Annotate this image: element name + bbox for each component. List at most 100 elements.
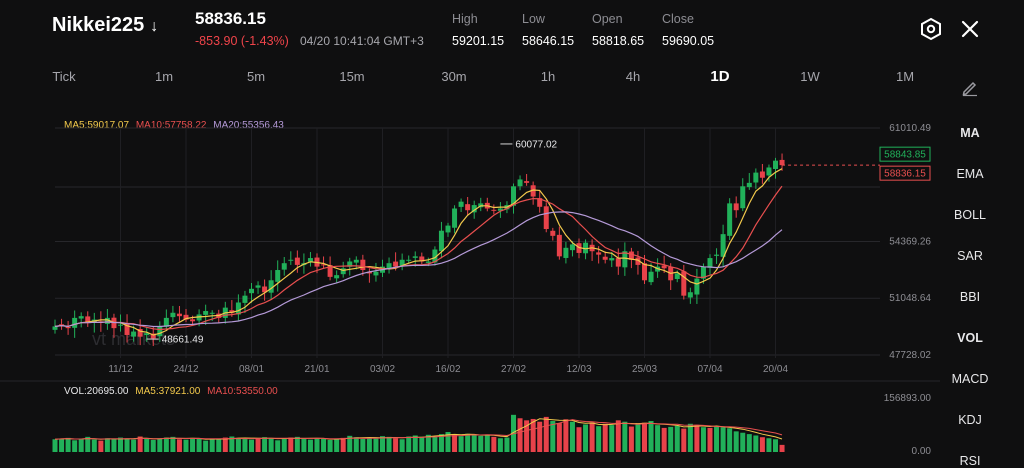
candle-body xyxy=(681,271,687,296)
indicator-ma[interactable]: MA xyxy=(960,126,980,140)
candle-body xyxy=(569,244,575,251)
candle-body xyxy=(327,265,333,277)
candle-body xyxy=(131,331,137,337)
tab-5m[interactable]: 5m xyxy=(246,69,266,84)
candle-body xyxy=(150,333,156,339)
volume-bar xyxy=(753,435,759,452)
volume-bar xyxy=(432,436,438,452)
volume-bar xyxy=(668,426,674,452)
volume-bar xyxy=(163,437,169,452)
volume-bar xyxy=(347,435,353,452)
indicator-kdj[interactable]: KDJ xyxy=(958,413,982,427)
tab-tick[interactable]: Tick xyxy=(52,69,76,84)
close-icon[interactable] xyxy=(959,18,981,40)
x-tick-label: 25/03 xyxy=(632,364,657,375)
tab-1m[interactable]: 1m xyxy=(154,69,174,84)
symbol-title[interactable]: Nikkei225 ↓ xyxy=(52,14,158,37)
volume-bar xyxy=(727,428,733,452)
candle-body xyxy=(294,257,300,265)
volume-bar xyxy=(307,439,313,452)
x-tick-label: 20/04 xyxy=(763,364,788,375)
volume-bar xyxy=(209,438,215,452)
volume-bar xyxy=(438,434,444,452)
candle-body xyxy=(746,182,752,188)
settings-icon[interactable] xyxy=(919,17,943,41)
candle-body xyxy=(170,312,176,318)
tab-1w[interactable]: 1W xyxy=(800,69,820,84)
symbol-name: Nikkei225 xyxy=(52,14,145,36)
candle-body xyxy=(386,263,392,269)
tab-30m[interactable]: 30m xyxy=(441,69,467,84)
tab-4h[interactable]: 4h xyxy=(625,69,641,84)
candle-body xyxy=(766,167,772,176)
volume-bar xyxy=(242,438,248,452)
volume-bar xyxy=(720,427,726,452)
candle-body xyxy=(118,324,123,326)
candle-body xyxy=(59,324,65,326)
tab-15m[interactable]: 15m xyxy=(339,69,365,84)
volume-bar xyxy=(537,421,543,452)
price-tag-red-text: 58836.15 xyxy=(884,169,926,180)
volume-bar xyxy=(255,437,261,452)
candle-body xyxy=(85,316,91,324)
timestamp: 04/20 10:41:04 GMT+3 xyxy=(300,34,424,48)
candle-body xyxy=(674,273,680,279)
candle-body xyxy=(203,311,209,315)
candle-body xyxy=(393,261,399,267)
volume-bar xyxy=(517,418,523,452)
indicator-vol[interactable]: VOL xyxy=(957,331,983,345)
candle-body xyxy=(687,292,693,298)
candle-body xyxy=(65,326,71,329)
volume-bar xyxy=(111,438,117,452)
indicator-bbi[interactable]: BBI xyxy=(959,290,981,304)
candle-body xyxy=(124,323,130,335)
volume-bar xyxy=(366,437,372,452)
volume-bar xyxy=(137,436,143,452)
volume-bar xyxy=(681,428,687,452)
volume-bar xyxy=(452,434,458,452)
volume-bar xyxy=(471,435,477,452)
candle-body xyxy=(72,317,78,328)
indicator-ema[interactable]: EMA xyxy=(956,167,984,181)
candle-body xyxy=(262,286,268,293)
candle-body xyxy=(268,280,274,293)
candle-body xyxy=(530,185,536,197)
volume-bar xyxy=(190,437,196,452)
volume-bar xyxy=(275,440,281,452)
candle-body xyxy=(497,208,503,211)
volume-bar xyxy=(203,440,209,452)
candle-body xyxy=(707,258,713,268)
candle-body xyxy=(733,203,739,211)
indicator-rsi[interactable]: RSI xyxy=(959,454,981,468)
candle-body xyxy=(438,230,444,252)
indicator-boll[interactable]: BOLL xyxy=(954,208,986,222)
volume-bar xyxy=(445,432,451,452)
candle-body xyxy=(661,265,667,269)
indicator-macd[interactable]: MACD xyxy=(951,372,989,386)
candle-body xyxy=(406,259,412,261)
volume-bar xyxy=(360,438,366,452)
candle-body xyxy=(563,247,569,258)
volume-bar xyxy=(327,439,333,452)
volume-bar xyxy=(478,435,484,452)
volume-bar xyxy=(52,439,58,452)
tab-1h[interactable]: 1h xyxy=(540,69,556,84)
candle-body xyxy=(648,271,654,283)
volume-bar xyxy=(59,438,65,452)
ma-legend: MA5:59017.07 MA10:57758.22 MA20:55356.43 xyxy=(64,120,284,131)
volume-y-tick: 0.00 xyxy=(912,446,932,457)
tab-1d[interactable]: 1D xyxy=(710,68,730,85)
volume-bar xyxy=(687,423,693,452)
candle-body xyxy=(583,242,589,254)
candle-body xyxy=(720,234,726,257)
price-chart[interactable]: 61010.49 54369.26 51048.64 47728.02 11/12 24/… xyxy=(0,0,1024,458)
candle-body xyxy=(419,256,425,262)
candle-body xyxy=(235,302,241,315)
pencil-icon[interactable] xyxy=(960,77,980,97)
volume-bar xyxy=(268,438,274,452)
candle-body xyxy=(229,310,235,313)
indicator-sar[interactable]: SAR xyxy=(957,249,983,263)
volume-bar xyxy=(530,418,536,452)
tab-1m[interactable]: 1M xyxy=(895,69,915,84)
